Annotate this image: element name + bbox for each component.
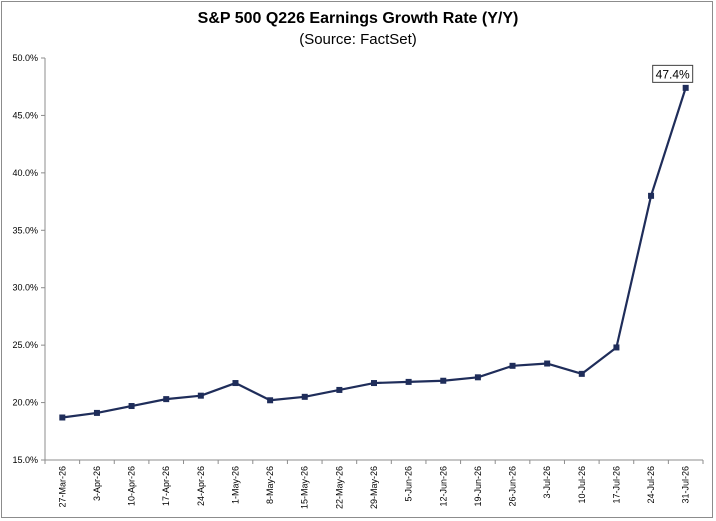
data-point [578,370,585,377]
data-point [474,374,481,381]
data-point [509,362,516,369]
x-tick-label: 10-Jul-26 [577,466,587,504]
data-point [405,378,412,385]
x-tick-label: 26-Jun-26 [508,466,518,507]
data-label-box [652,64,694,83]
x-tick-label: 10-Apr-26 [127,466,137,506]
y-tick-label: 15.0% [12,455,38,465]
y-tick-label: 40.0% [12,168,38,178]
data-point [197,392,204,399]
series-line [62,87,687,419]
x-tick-label: 17-Jul-26 [611,466,621,504]
x-tick-label: 15-May-26 [300,466,310,509]
x-tick-label: 22-May-26 [334,466,344,509]
x-tick-label: 24-Jul-26 [646,466,656,504]
y-tick-label: 25.0% [12,340,38,350]
y-tick-label: 35.0% [12,225,38,235]
data-point [163,396,170,403]
data-point [267,397,274,404]
y-tick-label: 50.0% [12,53,38,63]
x-tick-label: 29-May-26 [369,466,379,509]
data-label: 47.4% [656,67,690,81]
x-tick-label: 31-Jul-26 [681,466,691,504]
data-point [682,84,689,91]
data-point [371,380,377,387]
data-point [613,344,620,351]
y-tick-label: 45.0% [12,110,38,120]
data-point [440,377,447,384]
x-tick-label: 17-Apr-26 [161,466,171,506]
data-point [301,393,308,400]
chart-title: S&P 500 Q226 Earnings Growth Rate (Y/Y) [197,10,519,27]
data-point [336,386,343,393]
data-point [59,414,66,421]
x-tick-label: 3-Apr-26 [92,466,102,501]
x-tick-label: 24-Apr-26 [196,466,206,506]
data-point [93,409,100,416]
y-tick-label: 30.0% [12,283,38,293]
data-point [128,403,135,410]
x-tick-label: 12-Jun-26 [438,466,448,507]
x-tick-label: 19-Jun-26 [473,466,483,507]
x-tick-label: 5-Jun-26 [404,466,414,502]
x-tick-label: 3-Jul-26 [542,466,552,499]
data-point [232,380,239,387]
y-tick-label: 20.0% [12,398,38,408]
x-tick-label: 8-May-26 [265,466,275,504]
data-point [648,192,655,199]
data-point [544,360,551,367]
x-tick-label: 1-May-26 [230,466,240,504]
chart-subtitle: (Source: FactSet) [299,31,417,48]
x-tick-label: 27-Mar-26 [57,466,67,508]
